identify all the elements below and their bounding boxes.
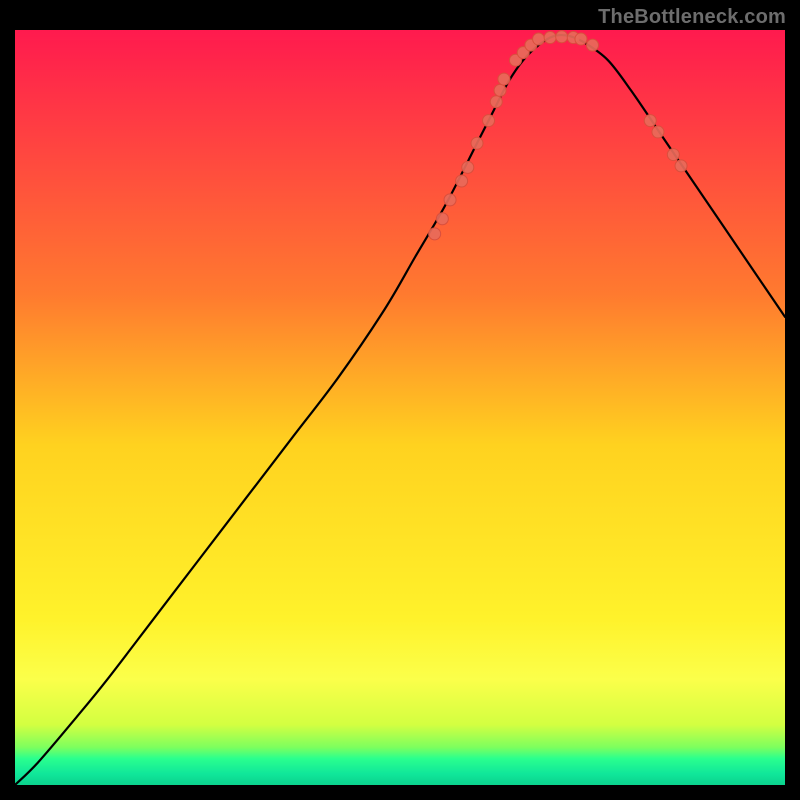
data-marker — [490, 96, 502, 108]
data-marker — [675, 160, 687, 172]
data-marker — [498, 73, 510, 85]
data-marker — [483, 115, 495, 127]
data-marker — [462, 161, 474, 173]
data-marker — [544, 32, 556, 44]
data-marker — [587, 39, 599, 51]
data-marker — [556, 31, 568, 43]
data-marker — [471, 137, 483, 149]
bottleneck-curve-chart — [0, 0, 800, 800]
data-marker — [436, 213, 448, 225]
watermark-text: TheBottleneck.com — [598, 6, 786, 29]
data-marker — [533, 33, 545, 45]
data-marker — [652, 126, 664, 138]
data-marker — [429, 228, 441, 240]
chart-frame: TheBottleneck.com — [0, 0, 800, 800]
data-marker — [644, 115, 656, 127]
data-marker — [494, 84, 506, 96]
data-marker — [667, 149, 679, 161]
data-marker — [456, 175, 468, 187]
chart-background — [15, 30, 785, 785]
data-marker — [444, 194, 456, 206]
data-marker — [575, 33, 587, 45]
